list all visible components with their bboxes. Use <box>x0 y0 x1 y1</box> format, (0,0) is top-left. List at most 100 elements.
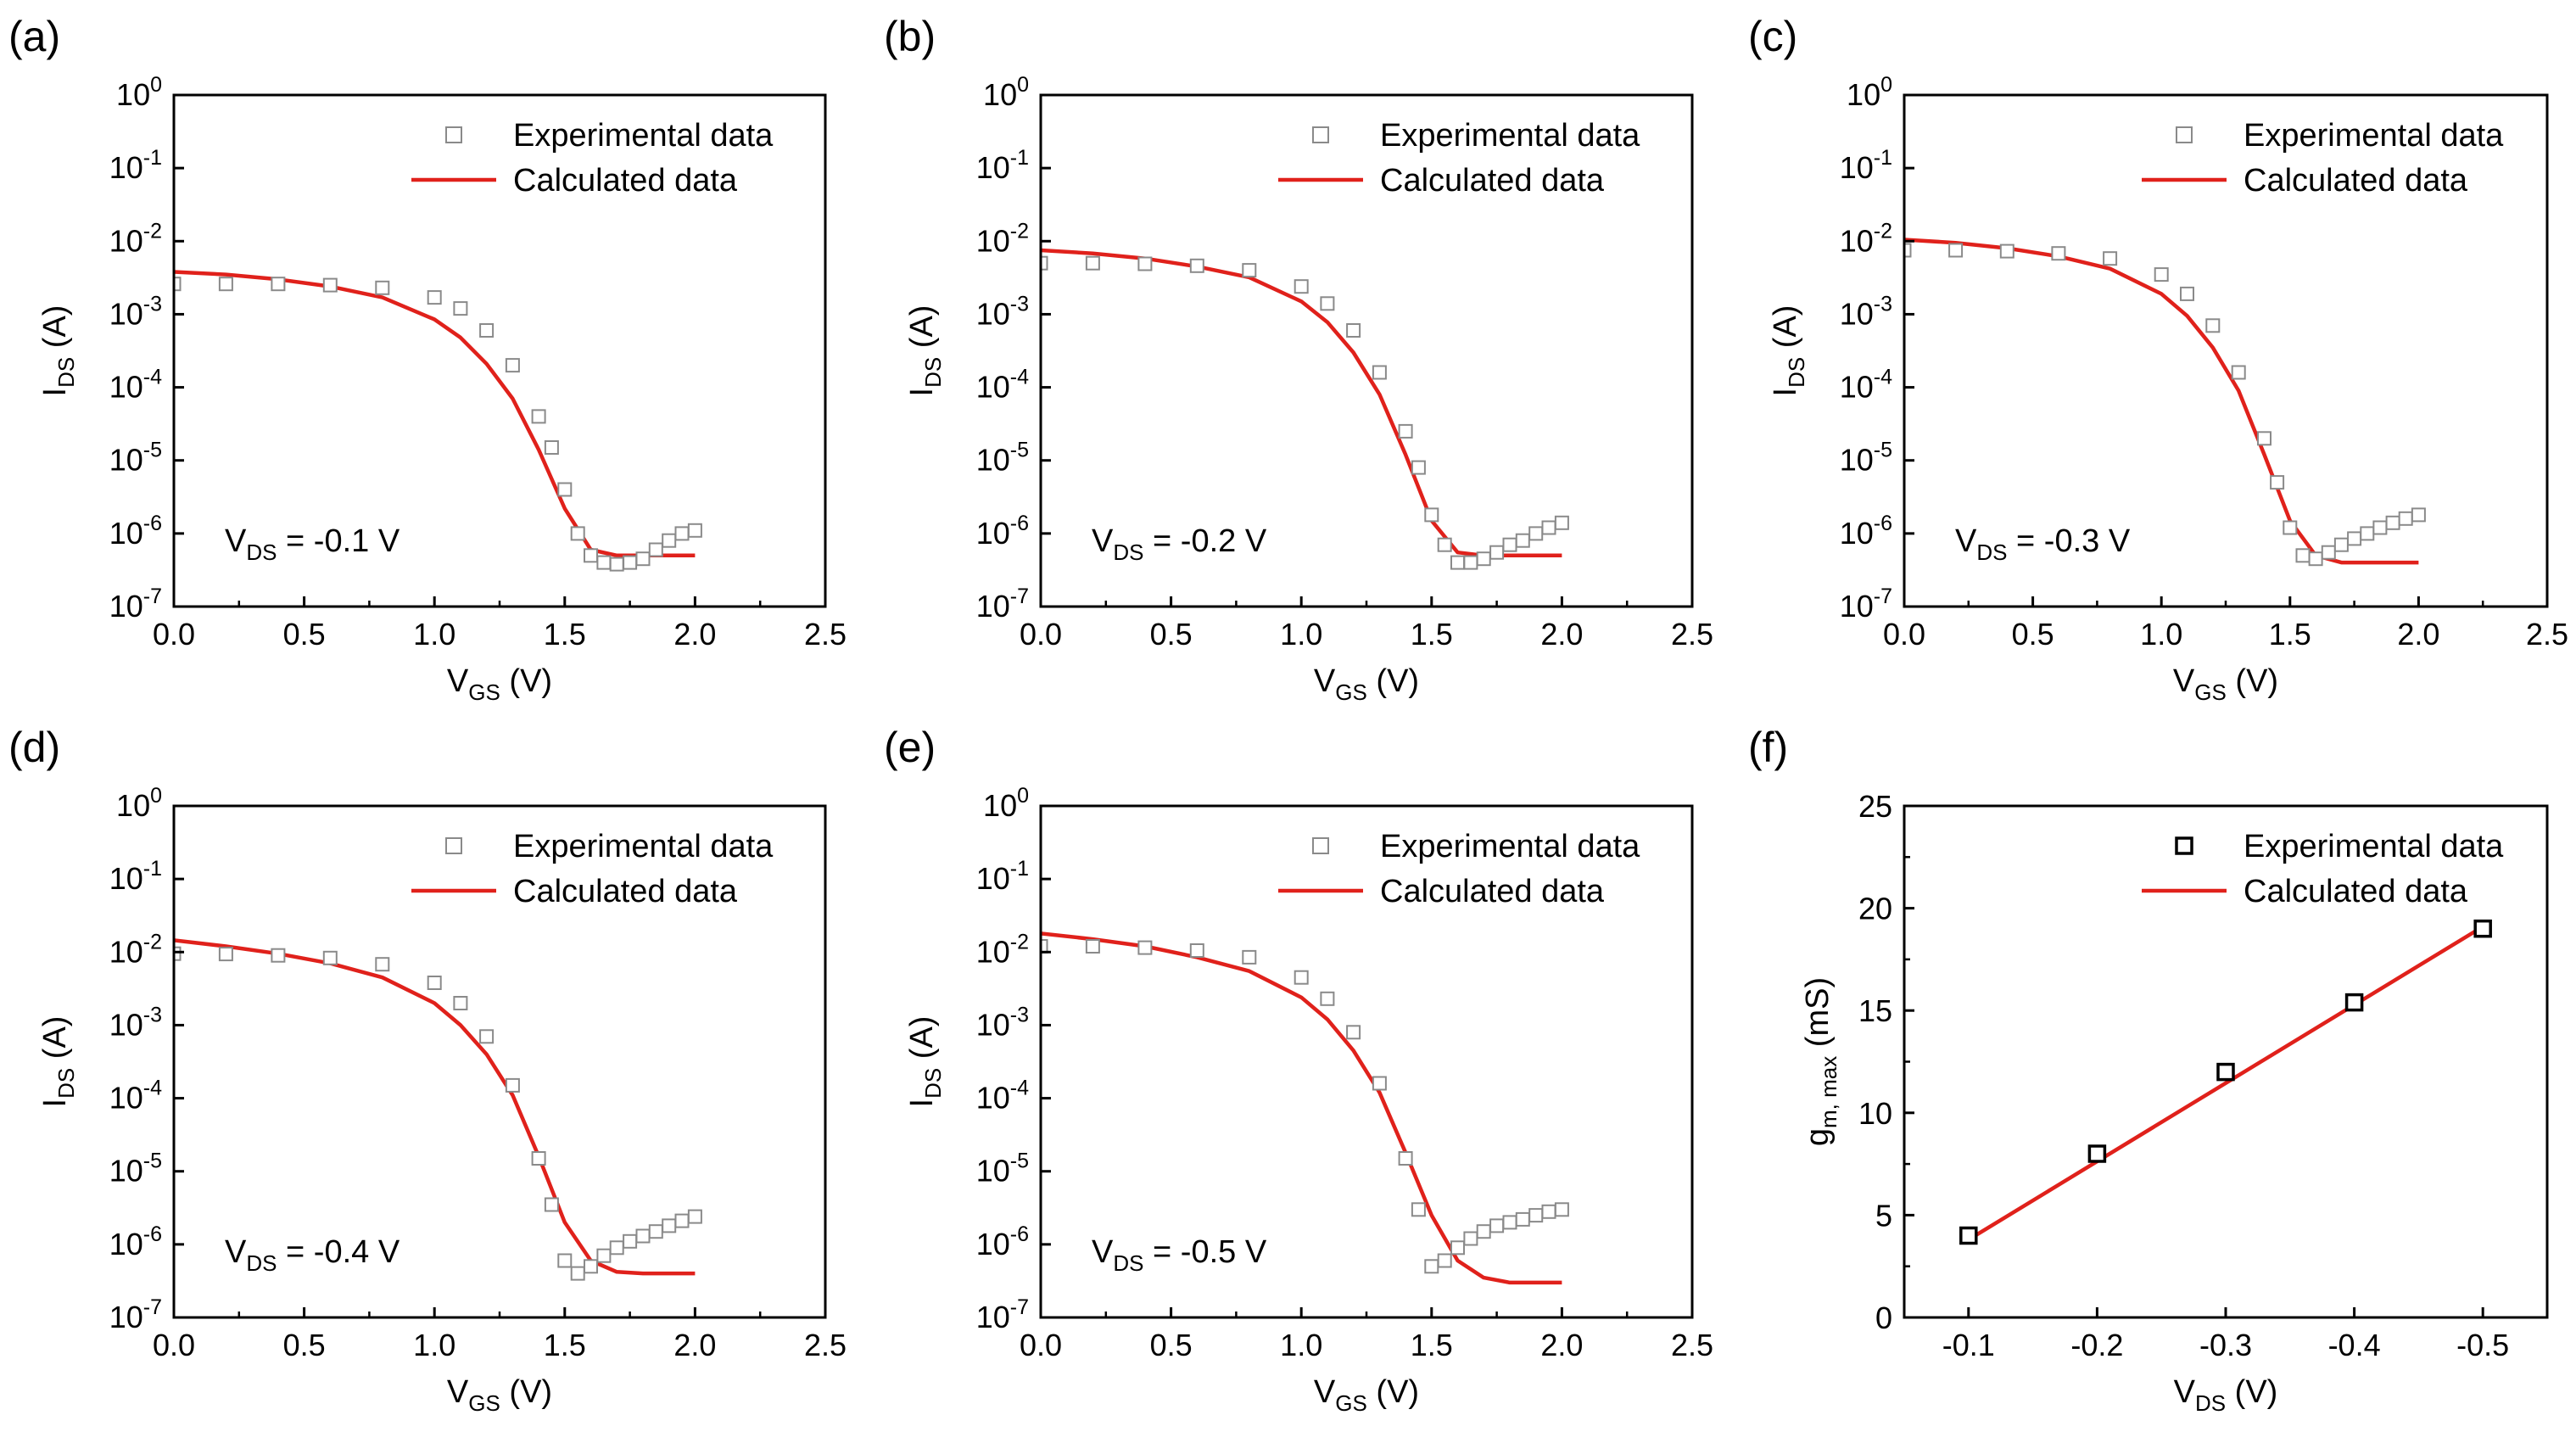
legend-experimental-label: Experimental data <box>1380 829 1640 864</box>
experimental-data-point <box>2411 507 2426 523</box>
legend-experimental-marker <box>2175 836 2193 855</box>
panel-label: (b) <box>884 13 936 60</box>
experimental-data-point <box>1424 1259 1439 1274</box>
y-tick-label: 10-7 <box>109 584 162 624</box>
experimental-data-point <box>2385 515 2400 530</box>
legend-experimental-label: Experimental data <box>2244 118 2504 154</box>
panel-d: (d)0.0 0.5 1.0 1.5 2.0 2.510010-110-210-310-4… <box>8 724 847 1416</box>
x-tick-label: 1.5 <box>544 617 586 652</box>
tick-exponent: -5 <box>143 439 162 462</box>
axis-label-unit: (V) <box>2226 1374 2277 1410</box>
experimental-data-point <box>2295 548 2311 563</box>
experimental-data-point <box>2205 318 2221 333</box>
experimental-data-point <box>1463 555 1478 570</box>
x-tick-label: 2.0 <box>2397 617 2439 652</box>
vds-annotation: VDS = -0.1 V <box>225 523 400 565</box>
y-tick-label: 10-6 <box>1840 512 1892 551</box>
y-tick-label: 10-1 <box>109 857 162 896</box>
tick-base: 10 <box>109 861 143 896</box>
x-axis-label: VGS (V) <box>1314 663 1419 705</box>
experimental-data-point <box>623 555 638 570</box>
tick-exponent: -3 <box>1010 1003 1029 1026</box>
tick-exponent: -5 <box>1874 439 1892 462</box>
axis-label-unit: (A) <box>904 1016 940 1068</box>
experimental-data-point <box>609 557 624 572</box>
axis-label-unit: (V) <box>500 1374 552 1410</box>
tick-base: 10 <box>976 370 1010 405</box>
experimental-data-point <box>1242 263 1257 278</box>
legend-calculated-label: Calculated data <box>1380 874 1605 909</box>
tick-base: 10 <box>983 788 1017 823</box>
tick-base: 10 <box>976 296 1010 331</box>
x-tick-label: 0.0 <box>153 1328 195 1362</box>
x-axis-label: VGS (V) <box>447 1374 552 1416</box>
vds-annotation: VDS = -0.5 V <box>1092 1234 1267 1276</box>
y-tick-label: 10-3 <box>1840 292 1892 331</box>
tick-base: 10 <box>109 223 143 258</box>
x-tick-label: 1.0 <box>1280 617 1322 652</box>
tick-base: 10 <box>983 77 1017 112</box>
tick-exponent: -2 <box>143 930 162 954</box>
panel-a: (a)0.0 0.5 1.0 1.5 2.0 2.510010-110-210-310-4… <box>8 13 847 705</box>
experimental-data-point <box>2372 520 2388 535</box>
axis-label-main: V <box>2174 1374 2196 1410</box>
experimental-data-point <box>322 950 338 965</box>
y-tick-label: 10-5 <box>976 439 1029 478</box>
experimental-data-point <box>1515 533 1530 548</box>
vds-annotation: VDS = -0.4 V <box>225 1234 400 1276</box>
experimental-data-point <box>687 1209 702 1224</box>
annotation-main: V <box>225 523 247 559</box>
experimental-data-point <box>1476 1224 1491 1239</box>
x-axis-label: VDS (V) <box>2174 1374 2278 1416</box>
experimental-data-point <box>1242 949 1257 965</box>
axis-label-main: I <box>37 388 73 397</box>
x-tick-label: -0.1 <box>1942 1328 1995 1362</box>
y-tick-label: 100 <box>116 784 162 823</box>
experimental-data-point <box>1450 1240 1465 1256</box>
experimental-data-point <box>1320 991 1335 1006</box>
panel-label: (a) <box>8 13 60 60</box>
axis-label-unit: (V) <box>1367 663 1419 699</box>
experimental-data-point <box>557 482 573 497</box>
x-tick-label: 2.5 <box>804 1328 847 1362</box>
axis-label-unit: (V) <box>500 663 552 699</box>
x-tick-label: 1.5 <box>1411 617 1453 652</box>
x-tick-label: -0.5 <box>2456 1328 2509 1362</box>
tick-base: 10 <box>976 1154 1010 1189</box>
x-tick-label: -0.4 <box>2328 1328 2381 1362</box>
tick-exponent: -7 <box>1010 1295 1029 1319</box>
y-tick-label: 10-1 <box>976 146 1029 185</box>
tick-base: 10 <box>976 516 1010 551</box>
experimental-data-point <box>2398 511 2413 526</box>
experimental-data-point <box>218 277 233 292</box>
y-tick-label: 10-5 <box>976 1149 1029 1189</box>
x-tick-label: 0.5 <box>2012 617 2054 652</box>
tick-base: 10 <box>1840 370 1874 405</box>
experimental-data-point <box>1489 1218 1505 1233</box>
legend-experimental-marker <box>445 126 462 143</box>
annotation-subscript: DS <box>246 1250 277 1276</box>
y-tick-label: 100 <box>983 784 1029 823</box>
experimental-data-point <box>271 948 286 963</box>
y-tick-label: 10-7 <box>109 1295 162 1334</box>
axis-label-unit: (V) <box>1367 1374 1419 1410</box>
experimental-data-point <box>1959 1226 1978 1245</box>
x-tick-label: 0.5 <box>1150 1328 1193 1362</box>
tick-exponent: -2 <box>1010 219 1029 243</box>
y-tick-label: 10-4 <box>976 1077 1029 1116</box>
experimental-data-point <box>1085 939 1100 954</box>
panel-b: (b)0.0 0.5 1.0 1.5 2.0 2.510010-110-210-310-4… <box>884 13 1713 705</box>
panel-f: (f) -0.1 -0.2 -0.3 -0.4 -0.5 0 5 10 15 20 25 VDS (V)… <box>1748 724 2549 1416</box>
experimental-data-point <box>544 440 559 455</box>
y-tick-label: 10-3 <box>109 1003 162 1042</box>
experimental-data-point <box>648 1224 663 1239</box>
experimental-data-point <box>1463 1231 1478 1246</box>
tick-exponent: -6 <box>143 1222 162 1246</box>
experimental-data-point <box>609 1240 624 1256</box>
y-axis-label: IDS (A) <box>904 305 946 397</box>
experimental-data-point <box>2087 1144 2107 1163</box>
experimental-data-point <box>584 1259 598 1274</box>
x-tick-label: 0.5 <box>283 617 326 652</box>
experimental-data-point <box>2473 919 2492 938</box>
experimental-data-point <box>1528 1208 1544 1223</box>
